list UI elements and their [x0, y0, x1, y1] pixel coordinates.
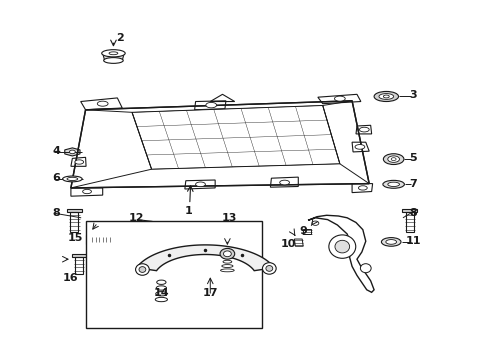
Ellipse shape: [359, 127, 368, 132]
Ellipse shape: [358, 186, 366, 190]
Text: 14: 14: [153, 288, 169, 298]
Polygon shape: [401, 209, 417, 212]
Ellipse shape: [381, 238, 400, 246]
Text: 6: 6: [52, 173, 60, 183]
Polygon shape: [66, 209, 82, 212]
Text: 13: 13: [222, 213, 237, 223]
Ellipse shape: [334, 96, 345, 101]
Bar: [85, 221, 261, 328]
Text: 11: 11: [405, 236, 420, 246]
Polygon shape: [85, 235, 90, 244]
Text: 16: 16: [63, 273, 79, 283]
Ellipse shape: [360, 264, 370, 273]
Polygon shape: [102, 53, 124, 60]
Polygon shape: [132, 105, 339, 169]
Polygon shape: [307, 215, 373, 292]
Ellipse shape: [385, 240, 396, 244]
Text: 17: 17: [202, 288, 218, 298]
Ellipse shape: [328, 235, 355, 258]
Ellipse shape: [69, 150, 75, 154]
Text: 3: 3: [408, 90, 416, 100]
Ellipse shape: [383, 95, 388, 98]
Ellipse shape: [205, 102, 216, 108]
Ellipse shape: [102, 50, 125, 57]
Ellipse shape: [220, 248, 234, 259]
Text: 8: 8: [52, 208, 60, 218]
Text: 4: 4: [52, 146, 60, 156]
Ellipse shape: [97, 101, 108, 106]
Ellipse shape: [103, 58, 123, 63]
Polygon shape: [64, 148, 80, 156]
Text: 8: 8: [408, 208, 416, 218]
Ellipse shape: [390, 158, 395, 161]
Ellipse shape: [135, 264, 149, 275]
Ellipse shape: [156, 280, 165, 284]
Ellipse shape: [262, 263, 276, 274]
Ellipse shape: [75, 160, 83, 164]
Ellipse shape: [373, 91, 398, 102]
Ellipse shape: [220, 269, 234, 272]
Text: 5: 5: [408, 153, 416, 163]
Text: 2: 2: [116, 33, 123, 43]
Ellipse shape: [223, 251, 231, 257]
Ellipse shape: [195, 182, 205, 186]
Ellipse shape: [378, 94, 393, 99]
Ellipse shape: [109, 52, 118, 55]
Ellipse shape: [387, 156, 399, 162]
Ellipse shape: [82, 189, 91, 194]
Ellipse shape: [62, 176, 82, 182]
Ellipse shape: [279, 180, 289, 185]
Ellipse shape: [354, 145, 364, 149]
Text: 1: 1: [184, 206, 192, 216]
Polygon shape: [71, 254, 87, 257]
Ellipse shape: [155, 292, 166, 296]
Text: 9: 9: [299, 226, 306, 236]
Ellipse shape: [139, 267, 145, 273]
Ellipse shape: [383, 154, 403, 165]
Ellipse shape: [334, 240, 349, 253]
Text: 15: 15: [68, 233, 83, 243]
Text: 7: 7: [408, 179, 416, 189]
Ellipse shape: [382, 180, 404, 188]
Ellipse shape: [387, 182, 399, 186]
Ellipse shape: [223, 260, 231, 263]
Text: 12: 12: [129, 213, 144, 223]
Text: 10: 10: [280, 239, 296, 249]
Ellipse shape: [155, 297, 167, 302]
Ellipse shape: [156, 286, 166, 290]
Ellipse shape: [265, 266, 272, 271]
Ellipse shape: [222, 265, 233, 267]
Ellipse shape: [311, 221, 318, 225]
Ellipse shape: [67, 177, 78, 180]
Polygon shape: [136, 245, 274, 271]
